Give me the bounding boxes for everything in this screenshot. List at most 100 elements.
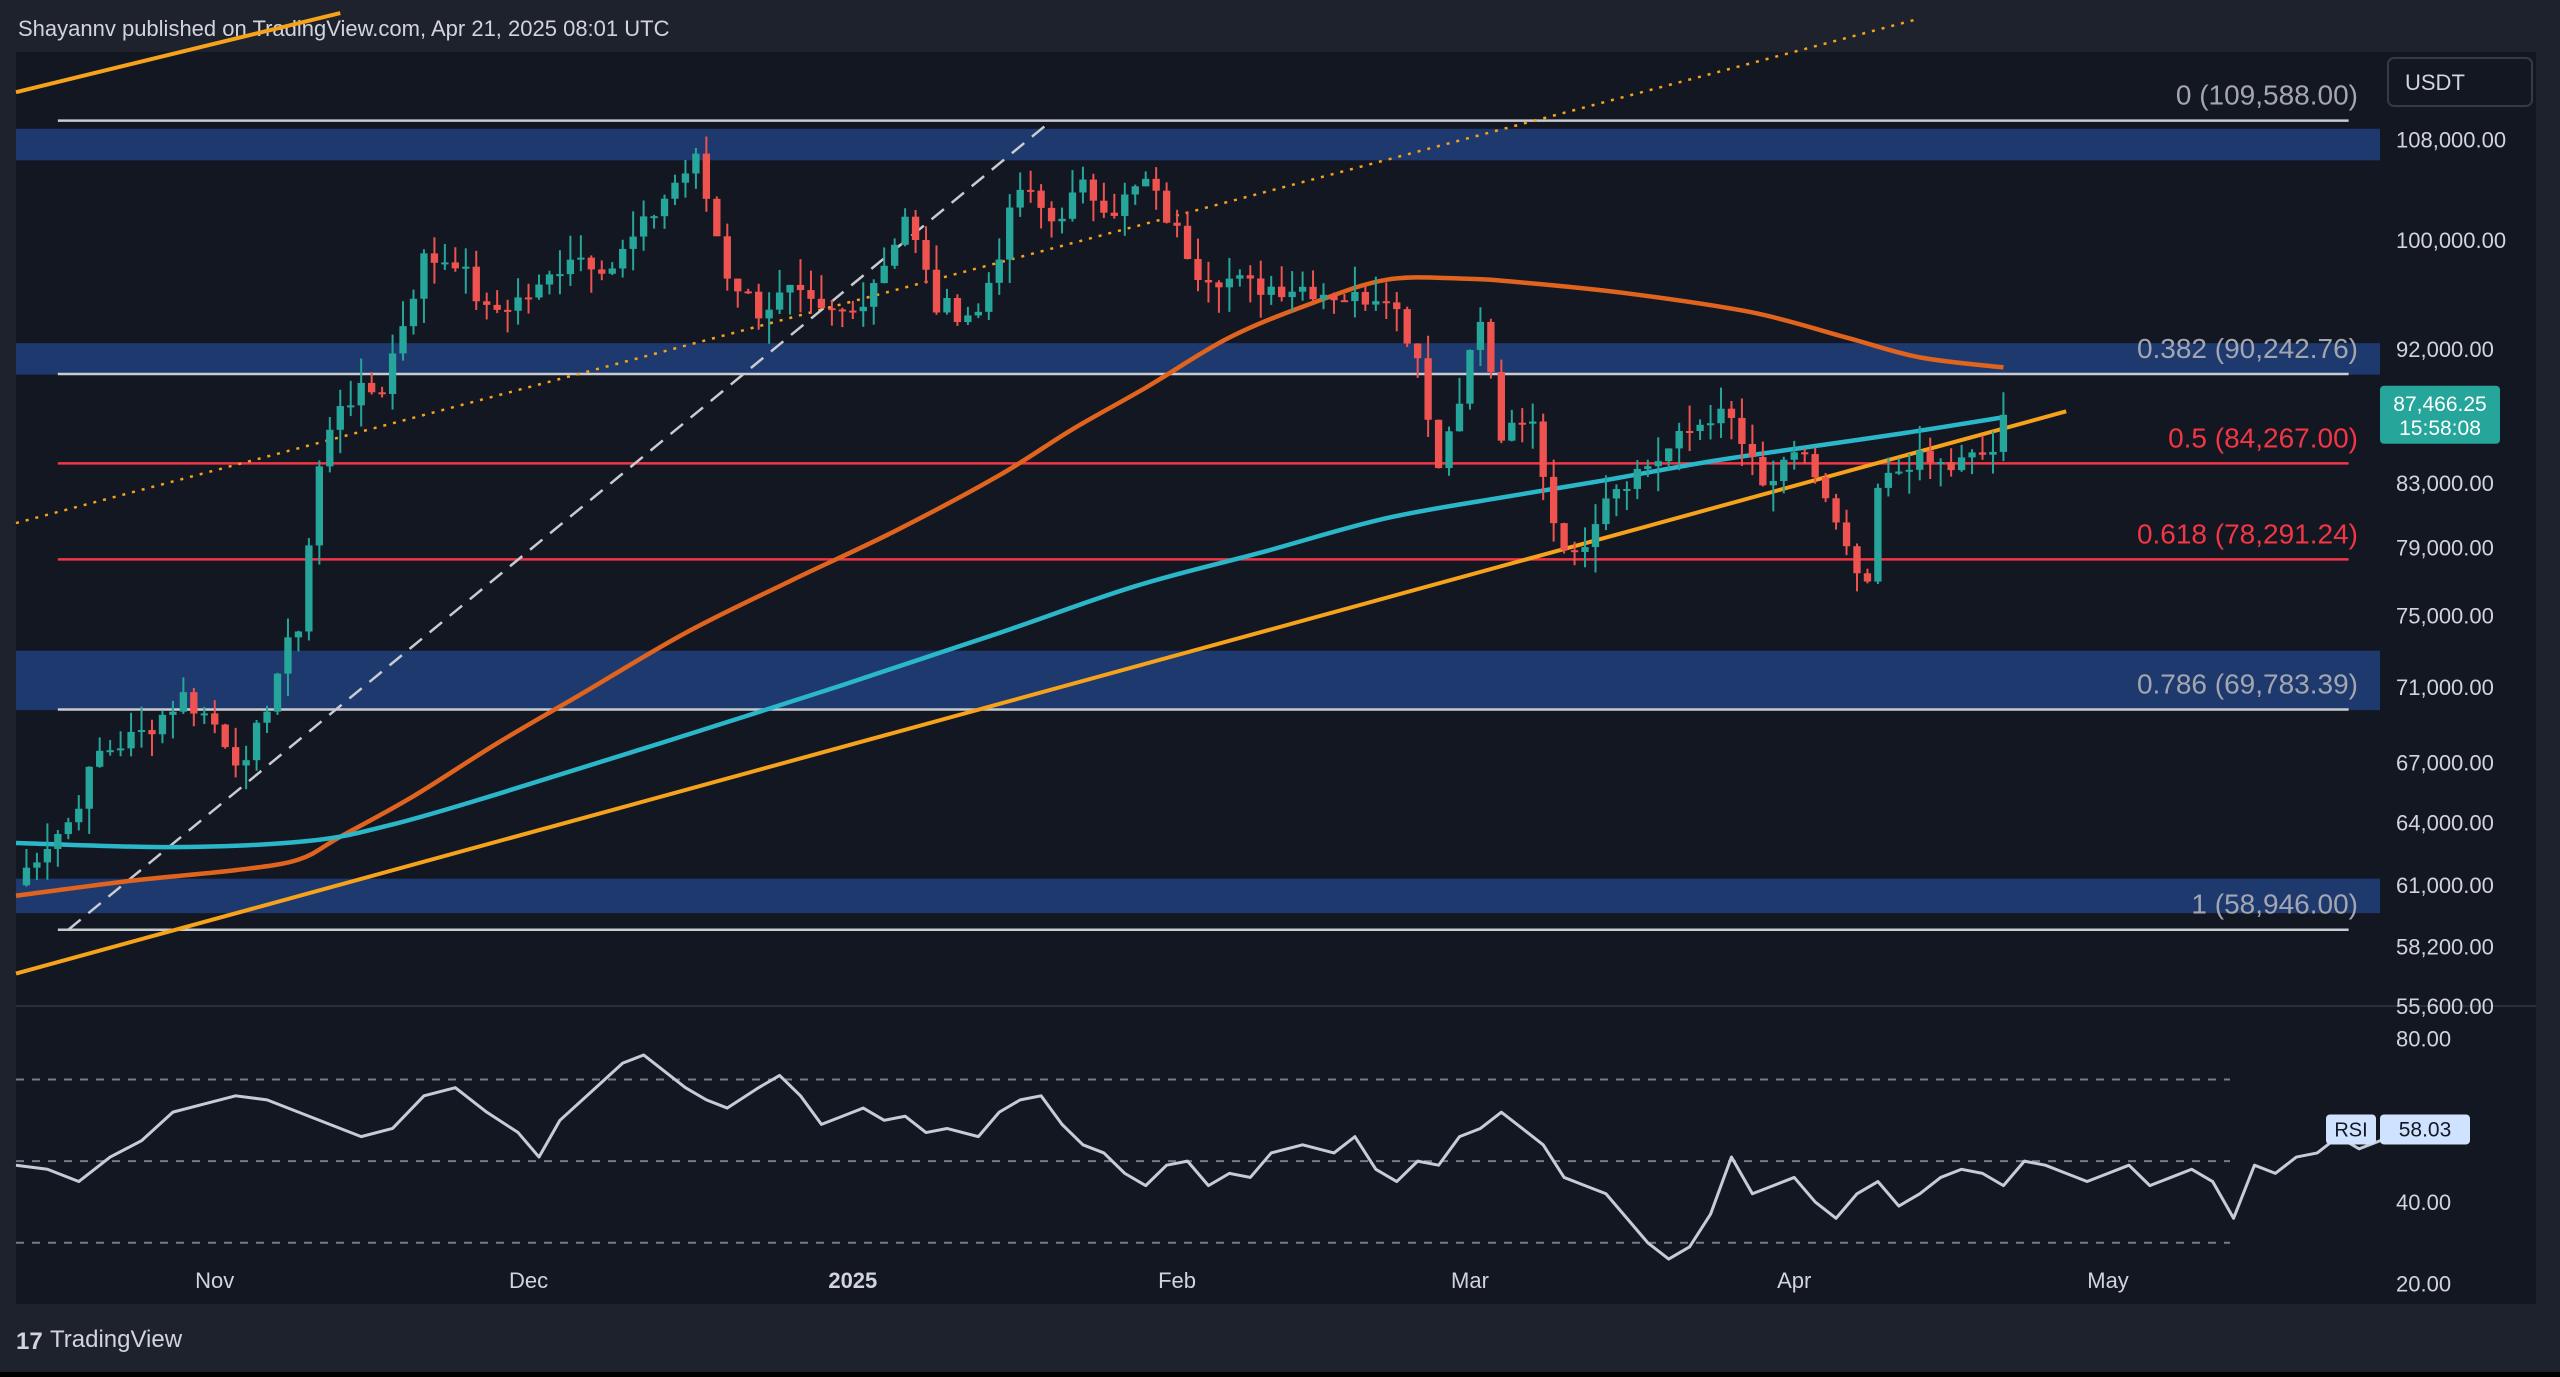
tradingview-logo[interactable]: 17 TradingView [16, 1326, 183, 1355]
candle [817, 275, 826, 309]
candle-body [1330, 294, 1338, 301]
candle-body [1947, 462, 1955, 471]
candle-body [1497, 371, 1506, 441]
candle [1581, 527, 1589, 568]
time-axis[interactable]: Nov Dec 2025 Feb Mar Apr May [195, 1268, 2129, 1293]
candle [995, 238, 1003, 295]
candle [713, 196, 721, 237]
candle-body [1393, 302, 1401, 310]
candle-body [1916, 450, 1924, 470]
candle [828, 300, 836, 326]
candle [252, 720, 261, 771]
candle [1518, 408, 1526, 443]
candle [493, 290, 501, 314]
price-tick-label: 75,000.00 [2396, 603, 2494, 628]
candle-body [1874, 487, 1882, 582]
candle [1570, 541, 1579, 566]
candle [556, 250, 564, 295]
candle [1602, 475, 1610, 531]
candle [1937, 458, 1945, 487]
candle-body [242, 760, 250, 766]
candle [263, 705, 271, 733]
candle-body [1863, 573, 1872, 582]
candle-body [1560, 523, 1568, 551]
candle-body [1225, 278, 1234, 288]
candle [1957, 444, 1966, 472]
candle [221, 723, 229, 749]
candle-body [347, 405, 355, 408]
candle-body [263, 711, 271, 723]
candle-body [148, 730, 156, 735]
moving-averages [15, 275, 2004, 899]
candle [1560, 522, 1568, 554]
candle-body [932, 269, 941, 313]
candle-body [1351, 291, 1359, 302]
candle [702, 136, 711, 212]
candle [1393, 292, 1401, 332]
candle-body [503, 309, 512, 312]
candle-body [796, 284, 805, 291]
price-axis[interactable]: 108,000.00 100,000.00 92,000.00 83,000.00 79… [2396, 128, 2506, 1019]
candle [106, 740, 114, 756]
candle [1152, 167, 1160, 210]
candle-body [1016, 189, 1024, 208]
candle-body [1079, 179, 1087, 193]
candle [514, 278, 522, 325]
candle [75, 795, 83, 831]
moving-average-line [15, 415, 2004, 850]
candle-body [765, 309, 773, 319]
candle [1884, 457, 1893, 497]
candle-body [1110, 212, 1118, 216]
candle [1121, 182, 1129, 236]
candle [619, 239, 627, 278]
tradingview-brand: TradingView [50, 1326, 183, 1353]
candle [1204, 261, 1213, 303]
candle-body [1811, 454, 1819, 478]
candle-body [284, 637, 292, 674]
currency-button[interactable]: USDT [2387, 57, 2533, 107]
candle [922, 226, 930, 284]
candle [1100, 182, 1108, 218]
candle-body [1644, 466, 1652, 469]
candle [1759, 441, 1767, 487]
candle-body [64, 822, 72, 834]
candle-body [1403, 309, 1411, 344]
candle-body [1131, 186, 1139, 195]
candle [587, 255, 595, 293]
price-tick-label: 55,600.00 [2396, 994, 2494, 1019]
candle-body [211, 713, 219, 725]
candle-body [221, 724, 229, 748]
candle [943, 288, 951, 315]
rsi-tick-label: 20.00 [2396, 1272, 2451, 1297]
candle-body [451, 262, 459, 269]
candle [200, 706, 208, 725]
candle [1037, 184, 1045, 229]
candle-body [1633, 468, 1641, 489]
candle-body [1194, 258, 1202, 280]
candle [660, 194, 669, 229]
candle-body [1058, 218, 1066, 222]
candle-body [964, 315, 972, 323]
candle-body [1476, 321, 1485, 350]
candle-body [1989, 451, 1997, 455]
candle-body [252, 722, 261, 761]
zone-band [16, 128, 2380, 161]
candle-body [1173, 222, 1181, 226]
candle [577, 235, 585, 272]
supply-demand-zones [16, 128, 2380, 914]
candle [1675, 422, 1683, 471]
candle-body [33, 862, 41, 868]
candle-body [43, 848, 52, 863]
trendline [15, 17, 1921, 525]
candle-body [472, 266, 480, 302]
rsi-tick-label: 40.00 [2396, 1190, 2451, 1215]
candle [22, 848, 31, 887]
candle [1591, 504, 1600, 573]
candle-body [1937, 462, 1945, 465]
candle [273, 672, 282, 715]
candle-body [1654, 461, 1662, 467]
candle-body [524, 297, 533, 300]
candle-body [1842, 522, 1851, 547]
candle [1853, 543, 1861, 592]
